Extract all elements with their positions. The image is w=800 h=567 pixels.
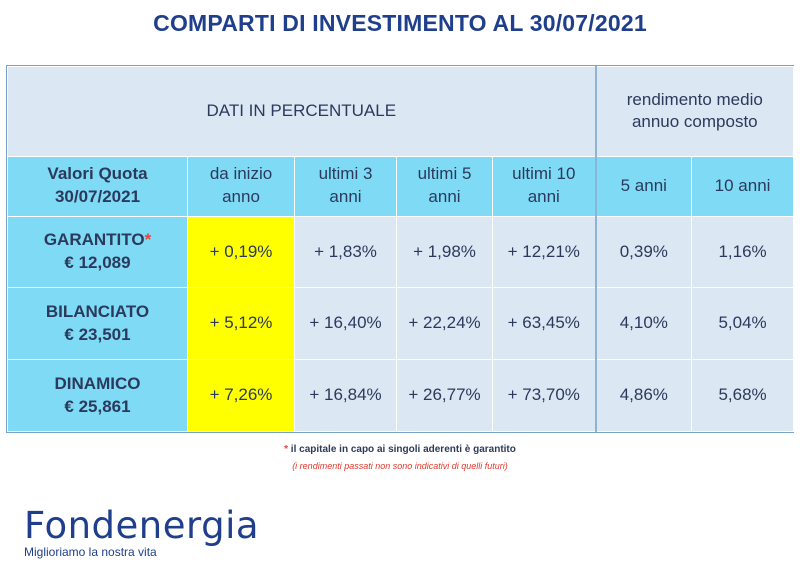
value-cell: 5,68% xyxy=(691,359,795,432)
col-header: 5 anni xyxy=(594,155,693,217)
fondenergia-logo: Fondenergia Miglioriamo la nostra vita xyxy=(24,507,259,559)
table-row: DINAMICO € 25,861 + 7,26% + 16,84% + 26,… xyxy=(7,359,795,432)
investment-table: DATI IN PERCENTUALE rendimento medio ann… xyxy=(6,65,795,433)
footnote-guarantee: * il capitale in capo ai singoli aderent… xyxy=(284,444,516,455)
value-cell: + 12,21% xyxy=(491,215,597,289)
value-cell: 4,10% xyxy=(594,287,693,361)
logo-tagline: Miglioriamo la nostra vita xyxy=(24,545,157,559)
col-header: ultimi 5 anni xyxy=(396,155,493,217)
col-header: da inizio anno xyxy=(187,155,295,217)
value-cell: + 1,83% xyxy=(294,215,397,289)
value-cell: + 73,70% xyxy=(491,359,597,432)
col-header: 10 anni xyxy=(691,155,795,217)
page-title: COMPARTI DI INVESTIMENTO AL 30/07/2021 xyxy=(153,10,647,36)
value-cell: 4,86% xyxy=(594,359,693,432)
value-cell-ytd: + 7,26% xyxy=(187,359,295,432)
footnote-disclaimer: (i rendimenti passati non sono indicativ… xyxy=(292,461,508,471)
value-cell: + 16,40% xyxy=(294,287,397,361)
fund-name-cell: DINAMICO € 25,861 xyxy=(7,359,188,432)
table-row: BILANCIATO € 23,501 + 5,12% + 16,40% + 2… xyxy=(7,287,795,361)
value-cell: + 26,77% xyxy=(396,359,493,432)
value-cell: + 16,84% xyxy=(294,359,397,432)
value-cell: + 63,45% xyxy=(491,287,597,361)
fund-name-cell: BILANCIATO € 23,501 xyxy=(7,287,188,361)
value-cell: + 22,24% xyxy=(396,287,493,361)
value-cell: 1,16% xyxy=(691,215,795,289)
table-row: GARANTITO* € 12,089 + 0,19% + 1,83% + 1,… xyxy=(7,215,795,289)
logo-name: Fondenergia xyxy=(24,504,260,547)
group-header: DATI IN PERCENTUALE xyxy=(6,66,597,157)
value-cell: 5,04% xyxy=(691,287,795,361)
value-cell: + 1,98% xyxy=(396,215,493,289)
rend-header: rendimento medio annuo composto xyxy=(594,66,795,157)
quota-header: Valori Quota 30/07/2021 xyxy=(7,155,188,217)
quota-header-line2: 30/07/2021 xyxy=(54,187,141,207)
col-header: ultimi 3 anni xyxy=(294,155,397,217)
fund-name-cell: GARANTITO* € 12,089 xyxy=(7,215,188,289)
value-cell-ytd: + 5,12% xyxy=(187,287,295,361)
col-header: ultimi 10 anni xyxy=(491,155,597,217)
quota-header-line1: Valori Quota xyxy=(47,164,148,184)
value-cell: 0,39% xyxy=(594,215,693,289)
value-cell-ytd: + 0,19% xyxy=(187,215,295,289)
